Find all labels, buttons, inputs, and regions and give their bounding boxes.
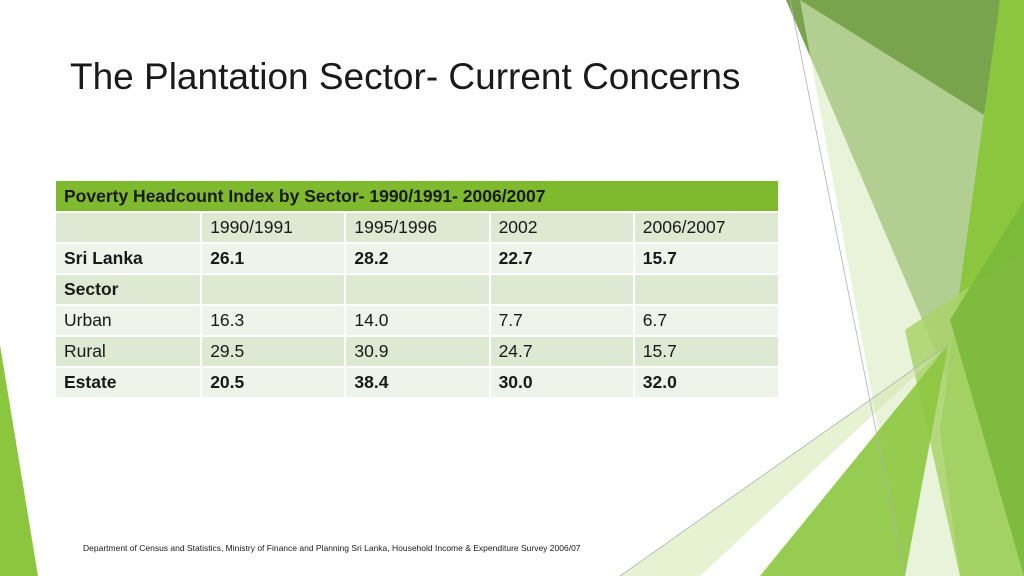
column-header: 2002 <box>488 211 634 243</box>
table-cell: 26.1 <box>200 242 346 274</box>
table-cell: 28.2 <box>344 242 490 274</box>
table-cell: 24.7 <box>488 335 634 367</box>
table-cell: 32.0 <box>632 366 778 397</box>
table-cell: 22.7 <box>488 242 634 274</box>
poverty-table: Poverty Headcount Index by Sector- 1990/… <box>56 181 778 397</box>
slide-title: The Plantation Sector- Current Concerns <box>70 56 741 97</box>
table-caption-row: Poverty Headcount Index by Sector- 1990/… <box>56 181 778 212</box>
row-label: Rural <box>56 335 202 367</box>
row-label: Urban <box>56 304 202 336</box>
table-cell: 14.0 <box>344 304 490 336</box>
table-cell: 6.7 <box>632 304 778 336</box>
table-cell: 15.7 <box>632 335 778 367</box>
row-label: Sector <box>56 273 202 305</box>
table-cell: 38.4 <box>344 366 490 397</box>
table-cell: 30.9 <box>344 335 490 367</box>
table-cell <box>488 273 634 305</box>
row-label: Estate <box>56 366 202 397</box>
table-cell: 30.0 <box>488 366 634 397</box>
table-caption: Poverty Headcount Index by Sector- 1990/… <box>56 181 778 212</box>
table-row: Sri Lanka 26.1 28.2 22.7 15.7 <box>56 242 778 274</box>
source-footnote: Department of Census and Statistics, Min… <box>83 543 581 553</box>
table-row: Urban 16.3 14.0 7.7 6.7 <box>56 304 778 336</box>
table-cell: 7.7 <box>488 304 634 336</box>
table-cell: 29.5 <box>200 335 346 367</box>
column-header: 1995/1996 <box>344 211 490 243</box>
table-cell <box>344 273 490 305</box>
table-cell: 20.5 <box>200 366 346 397</box>
column-header: 1990/1991 <box>200 211 346 243</box>
table-cell <box>200 273 346 305</box>
table-row: Sector <box>56 273 778 305</box>
row-label: Sri Lanka <box>56 242 202 274</box>
table-cell: 15.7 <box>632 242 778 274</box>
column-header <box>56 211 202 243</box>
table-cell <box>632 273 778 305</box>
table-header-row: 1990/1991 1995/1996 2002 2006/2007 <box>56 211 778 243</box>
table-row: Rural 29.5 30.9 24.7 15.7 <box>56 335 778 367</box>
table-row: Estate 20.5 38.4 30.0 32.0 <box>56 366 778 397</box>
column-header: 2006/2007 <box>632 211 778 243</box>
table-cell: 16.3 <box>200 304 346 336</box>
